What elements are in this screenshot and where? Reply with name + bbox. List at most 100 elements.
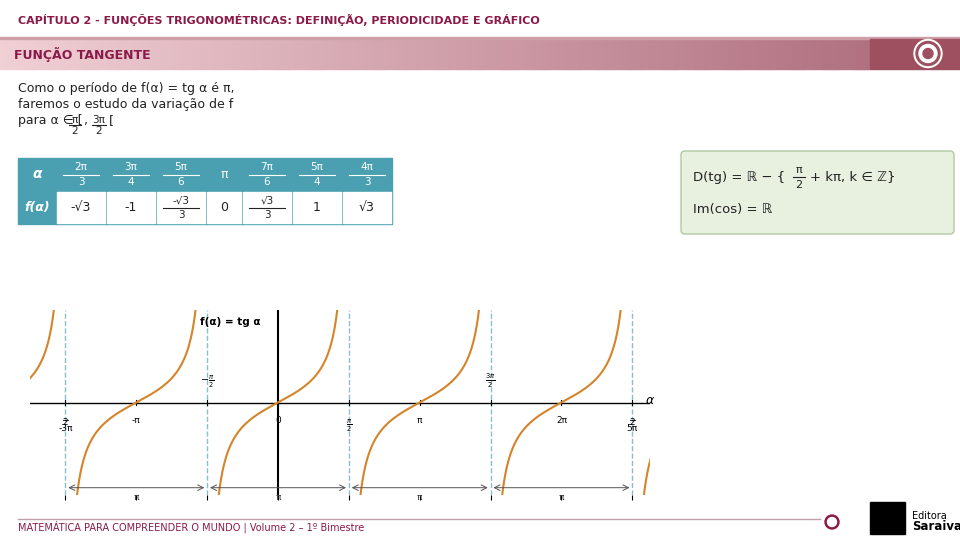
Bar (463, 38, 466, 69)
Bar (660, 38, 664, 69)
Bar (209, 38, 213, 69)
Bar (224, 38, 228, 69)
Bar (152, 38, 155, 69)
Bar (443, 38, 445, 69)
Bar (804, 38, 806, 69)
Text: π: π (796, 165, 803, 175)
Bar (454, 38, 457, 69)
Bar (149, 38, 152, 69)
Bar (437, 38, 440, 69)
Bar (539, 38, 541, 69)
Bar (431, 38, 434, 69)
Bar (84, 38, 87, 69)
Bar (308, 38, 312, 69)
Bar (32, 38, 36, 69)
Bar (364, 38, 367, 69)
Bar (626, 38, 629, 69)
Text: 2π: 2π (75, 162, 87, 172)
Bar (797, 38, 801, 69)
Bar (341, 38, 344, 69)
Bar (79, 38, 82, 69)
Bar (372, 38, 376, 69)
Bar (3, 38, 7, 69)
Bar (701, 38, 705, 69)
Bar (122, 38, 126, 69)
Bar (335, 38, 338, 69)
Text: 2: 2 (72, 126, 79, 136)
Bar (474, 38, 478, 69)
Bar (809, 38, 812, 69)
Bar (590, 38, 594, 69)
Text: 6: 6 (264, 177, 271, 187)
Bar (19, 159, 55, 190)
Text: 5π: 5π (175, 162, 187, 172)
Bar (325, 38, 329, 69)
Text: 3: 3 (264, 210, 271, 220)
Bar (180, 38, 183, 69)
Bar (343, 192, 391, 223)
Bar (93, 38, 97, 69)
Bar (841, 38, 844, 69)
Bar (559, 38, 562, 69)
Bar (806, 38, 809, 69)
Text: 5π: 5π (627, 424, 637, 434)
Bar (186, 38, 190, 69)
Bar (689, 38, 693, 69)
Bar (128, 38, 132, 69)
Bar (460, 38, 463, 69)
Bar (716, 38, 719, 69)
Bar (448, 38, 451, 69)
Bar (302, 38, 306, 69)
Bar (243, 159, 291, 190)
Text: 4π: 4π (361, 162, 373, 172)
Bar (110, 38, 114, 69)
Bar (855, 38, 859, 69)
Bar (512, 38, 516, 69)
Bar (759, 38, 763, 69)
Circle shape (916, 42, 940, 65)
Bar (576, 38, 580, 69)
Bar (70, 38, 73, 69)
Bar (338, 38, 341, 69)
Text: 3: 3 (178, 210, 184, 220)
Bar (294, 38, 298, 69)
Bar (243, 192, 291, 223)
Bar (125, 38, 129, 69)
Bar (82, 38, 84, 69)
Text: 2: 2 (62, 418, 68, 427)
Bar (506, 38, 510, 69)
Bar (666, 38, 670, 69)
Bar (323, 38, 326, 69)
Bar (614, 38, 617, 69)
Bar (401, 38, 405, 69)
Bar (582, 38, 586, 69)
Bar (189, 38, 193, 69)
Text: 3π: 3π (125, 162, 137, 172)
Bar (46, 38, 50, 69)
Bar (445, 38, 448, 69)
Bar (236, 38, 239, 69)
Text: π: π (417, 492, 422, 502)
Bar (56, 38, 59, 69)
Bar (632, 38, 635, 69)
Circle shape (914, 39, 942, 68)
Bar (107, 192, 155, 223)
Bar (629, 38, 632, 69)
Bar (343, 159, 391, 190)
Bar (108, 38, 111, 69)
Bar (271, 38, 274, 69)
Bar (367, 38, 370, 69)
Bar (358, 38, 361, 69)
Bar (410, 38, 414, 69)
Bar (76, 38, 79, 69)
Bar (50, 38, 53, 69)
Bar (468, 38, 472, 69)
Bar (206, 38, 210, 69)
Bar (116, 38, 120, 69)
Bar (533, 38, 536, 69)
Bar (675, 38, 679, 69)
Bar (23, 38, 27, 69)
Bar (646, 38, 649, 69)
Bar (0, 0, 960, 38)
Bar (547, 38, 550, 69)
